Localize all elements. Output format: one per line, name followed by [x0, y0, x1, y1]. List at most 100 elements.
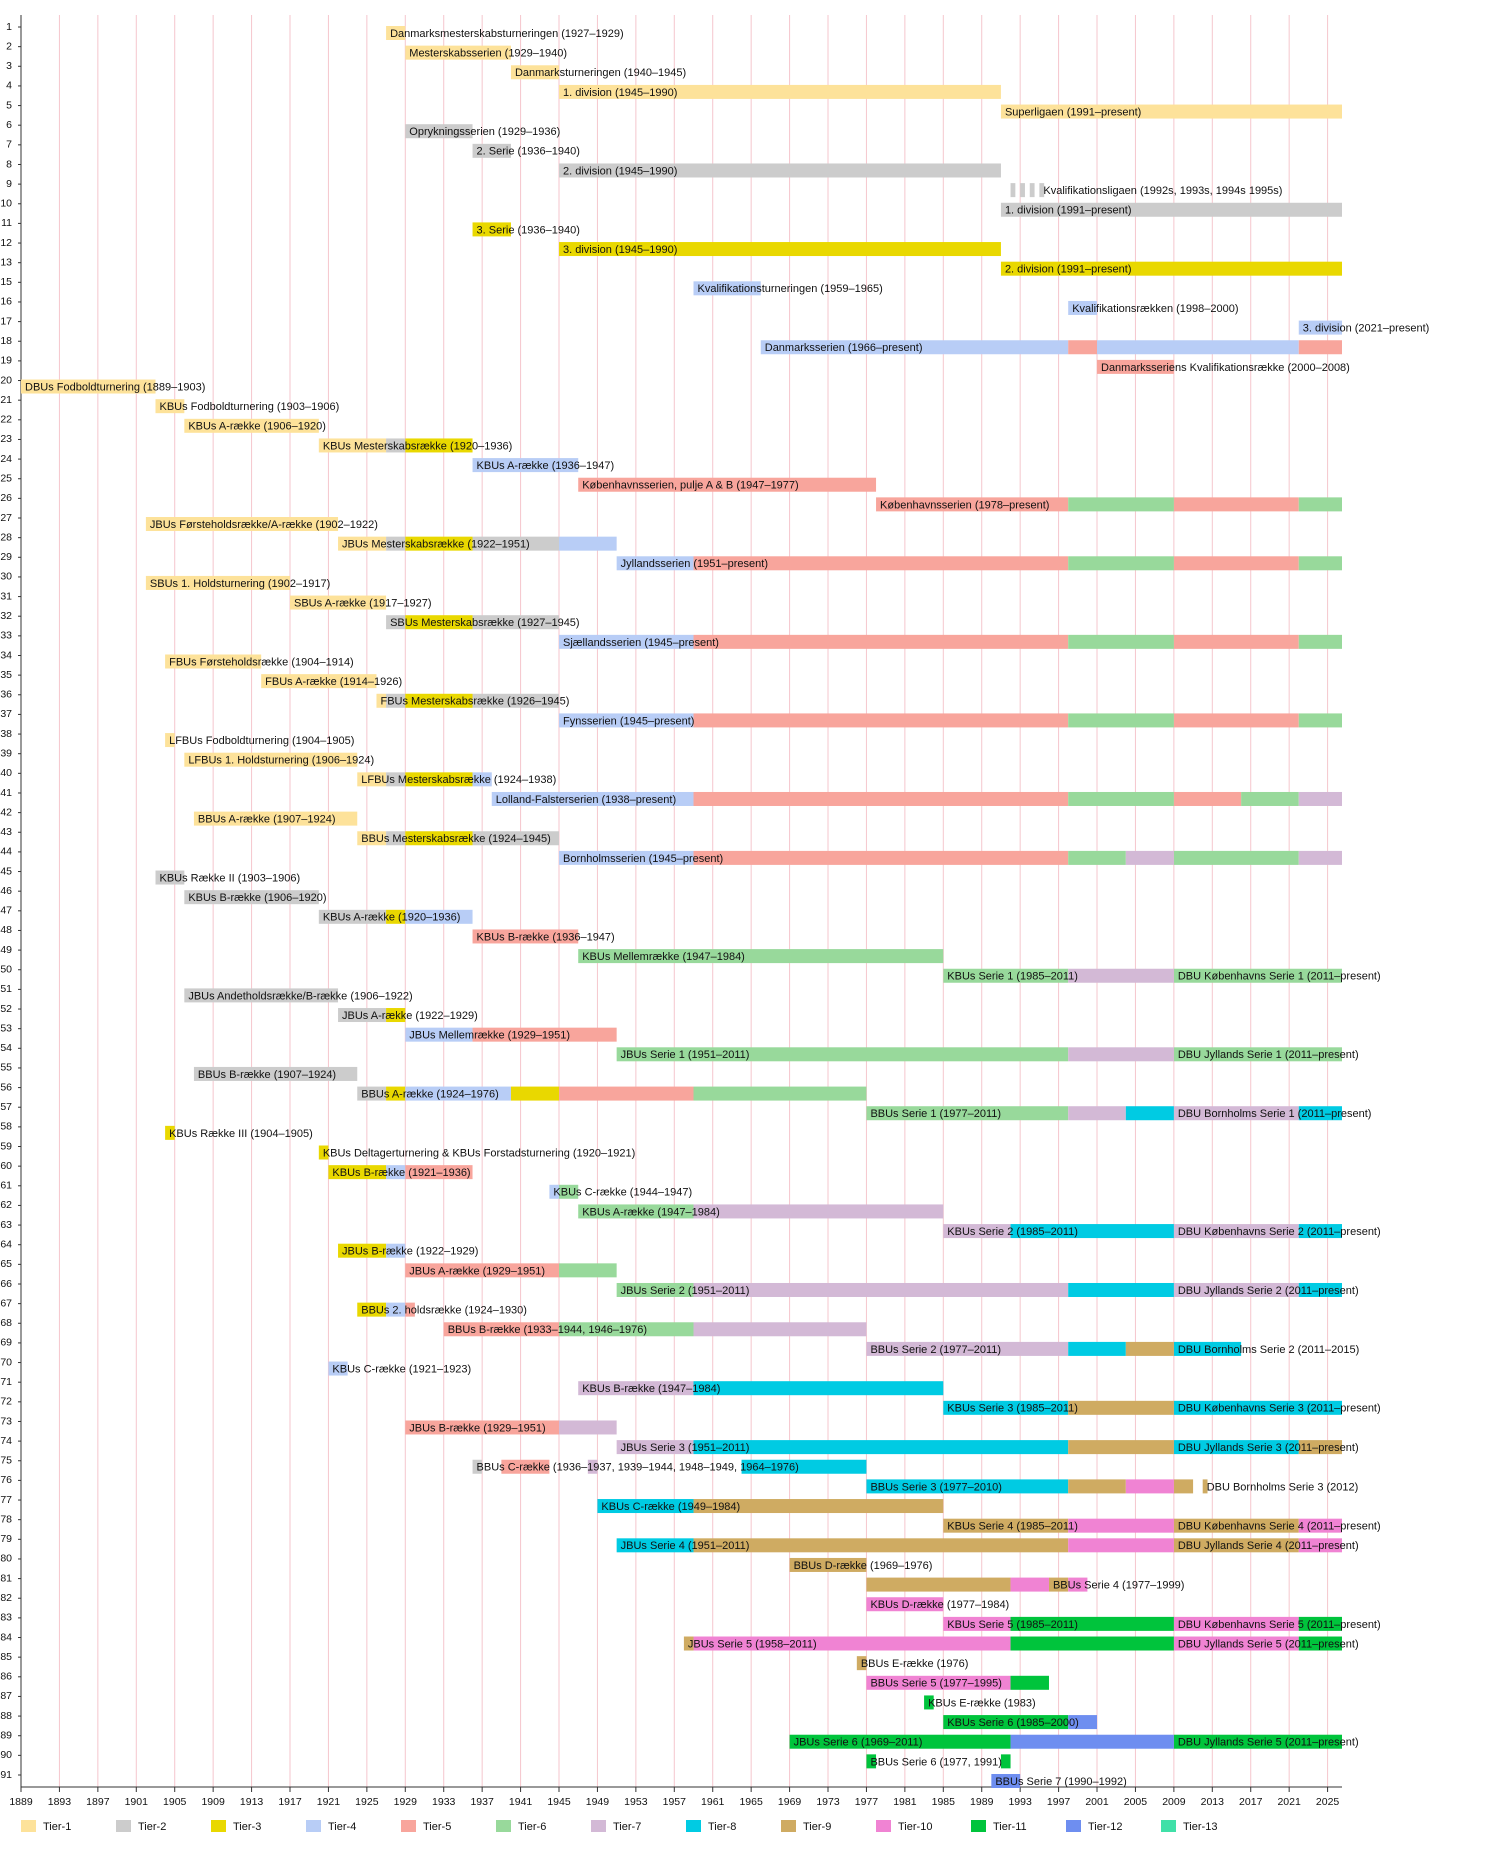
segment: [290, 595, 387, 610]
segment: [386, 438, 406, 453]
segment: [1125, 850, 1174, 865]
row-label: JBUs Førsteholdsrække/A-række (1902–1922…: [150, 519, 378, 531]
y-tick-label: 66: [0, 1278, 12, 1290]
segment: [472, 458, 579, 473]
y-tick-label: 58: [0, 1121, 12, 1133]
segment: [559, 1263, 617, 1278]
row-label: KBUs A-række (1920–1936): [323, 912, 461, 924]
segment: [357, 772, 387, 787]
legend-label: Tier-13: [1183, 1821, 1217, 1833]
segment: [472, 615, 560, 630]
segment: [386, 1008, 406, 1023]
x-tick-label: 1897: [86, 1796, 110, 1808]
y-tick-label: 79: [0, 1533, 12, 1545]
y-tick-label: 2: [6, 40, 12, 52]
segment: [943, 1518, 1069, 1533]
segment: [866, 1341, 1069, 1356]
segment: [472, 929, 579, 944]
segment: [559, 1184, 579, 1199]
segment: [559, 1322, 694, 1337]
x-tick-label: 1913: [240, 1796, 264, 1808]
y-tick-label: 6: [6, 119, 12, 131]
y-tick-label: 42: [0, 806, 12, 818]
segment: [405, 693, 473, 708]
segment: [405, 1302, 415, 1317]
segment: [386, 1165, 406, 1180]
row-label: BBUs Serie 7 (1990–1992): [995, 1776, 1126, 1788]
legend-swatch: [971, 1820, 986, 1832]
row-label: 2. division (1991–present): [1005, 264, 1132, 276]
legend-label: Tier-1: [43, 1821, 71, 1833]
segment: [405, 1165, 473, 1180]
row-label: JBUs Mellemrække (1929–1951): [409, 1030, 570, 1042]
legend-label: Tier-3: [233, 1821, 261, 1833]
x-tick-label: 2005: [1124, 1796, 1148, 1808]
x-tick-label: 1925: [355, 1796, 379, 1808]
legend-label: Tier-9: [803, 1821, 831, 1833]
legend-swatch: [686, 1820, 701, 1832]
segment: [1068, 1577, 1088, 1592]
y-tick-label: 53: [0, 1022, 12, 1034]
segment: [1125, 1106, 1174, 1121]
segment: [491, 791, 694, 806]
segment: [1068, 1282, 1174, 1297]
row-label: KBUs B-række (1921–1936): [332, 1167, 470, 1179]
row-label: JBUs Serie 5 (1958–2011): [688, 1638, 817, 1650]
segment: [1173, 713, 1299, 728]
row-label: KBUs Serie 4 (1985–2011): [947, 1521, 1078, 1533]
segment: [693, 1440, 1069, 1455]
segment: [405, 45, 511, 60]
segment: [559, 850, 694, 865]
segment: [405, 1263, 560, 1278]
row-label: KBUs B-række (1906–1920): [188, 892, 326, 904]
segment: [1000, 202, 1342, 217]
legend-label: Tier-12: [1088, 1821, 1122, 1833]
row-label: BBUs Serie 2 (1977–2011): [870, 1344, 1001, 1356]
row-label: Kvalifikationsrækken (1998–2000): [1072, 303, 1238, 315]
segment: [693, 850, 1069, 865]
row-label: Kvalifikationsturneringen (1959–1965): [698, 283, 883, 295]
segment: [693, 1538, 1069, 1553]
segment: [559, 163, 1001, 178]
segment: [693, 1381, 944, 1396]
segment: [578, 477, 877, 492]
y-tick-label: 54: [0, 1042, 12, 1054]
row-label: JBUs Serie 3 (1951–2011): [621, 1442, 750, 1454]
y-tick-label: 56: [0, 1081, 12, 1093]
legend-swatch: [1161, 1820, 1176, 1832]
segment: [1202, 1479, 1208, 1494]
segment: [866, 1577, 1011, 1592]
row-label: JBUs A-række (1922–1929): [342, 1010, 478, 1022]
row-label: KBUs Serie 3 (1985–2011): [947, 1403, 1078, 1415]
row-label: 3. division (1945–1990): [563, 244, 677, 256]
row-label: 2. Serie (1936–1940): [477, 146, 580, 158]
y-tick-label: 18: [0, 335, 12, 347]
row-label: Danmarksmesterskabsturneringen (1927–192…: [390, 28, 624, 40]
segment: [357, 831, 387, 846]
x-tick-label: 1981: [893, 1796, 917, 1808]
y-tick-label: 21: [0, 394, 12, 406]
row-label: DBU Jyllands Serie 5 (2011–present): [1178, 1638, 1359, 1650]
y-tick-label: 22: [0, 414, 12, 426]
segment: [1010, 1577, 1049, 1592]
x-tick-label: 1905: [163, 1796, 187, 1808]
segment: [1173, 1734, 1342, 1749]
row-label: KBUs D-række (1977–1984): [870, 1599, 1009, 1611]
y-tick-label: 19: [0, 355, 12, 367]
x-tick-label: 1977: [855, 1796, 879, 1808]
row-label: Kvalifikationsligaen (1992s, 1993s, 1994…: [1043, 185, 1282, 197]
segment: [1298, 1282, 1342, 1297]
row-label: BBUs Serie 1 (1977–2011): [870, 1108, 1001, 1120]
segment: [1097, 359, 1174, 374]
segment: [443, 1322, 560, 1337]
row-label: Fynsserien (1945–present): [563, 715, 694, 727]
row-label: KBUs Serie 5 (1985–2011): [947, 1619, 1078, 1631]
segment: [1173, 850, 1299, 865]
legend-swatch: [211, 1820, 226, 1832]
y-tick-label: 29: [0, 551, 12, 563]
segment: [1068, 713, 1174, 728]
row-label: JBUs Mesterskabsrække (1922–1951): [342, 539, 530, 551]
segment: [943, 1400, 1069, 1415]
x-tick-label: 1973: [816, 1796, 840, 1808]
segment: [472, 143, 511, 158]
